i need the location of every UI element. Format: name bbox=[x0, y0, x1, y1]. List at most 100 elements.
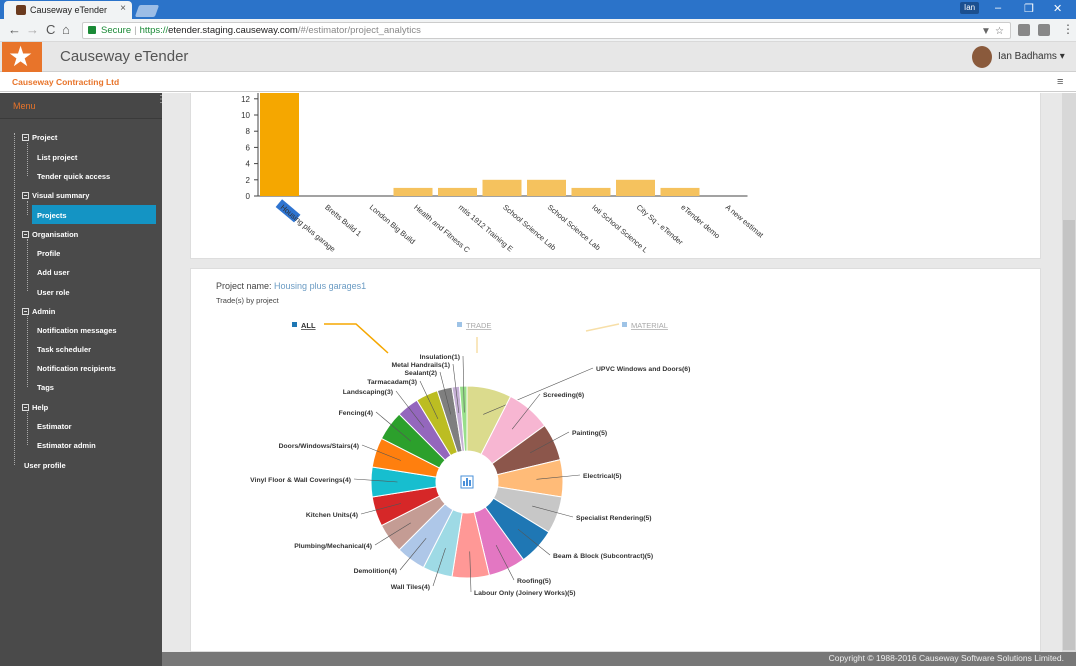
lock-icon bbox=[88, 26, 96, 34]
scrollbar-thumb[interactable] bbox=[1063, 220, 1075, 650]
sidebar-item-estimator-admin[interactable]: Estimator admin bbox=[37, 441, 96, 450]
sidebar-item-projects[interactable]: Projects bbox=[37, 211, 67, 220]
sidebar-item-user-profile[interactable]: User profile bbox=[24, 461, 66, 470]
slice-label: Fencing(4) bbox=[339, 410, 373, 417]
label-leader-line bbox=[462, 355, 465, 413]
legend-item-all[interactable]: ALL bbox=[301, 321, 316, 330]
close-window-icon[interactable]: ✕ bbox=[1053, 3, 1063, 15]
tab-close-icon[interactable]: × bbox=[120, 3, 126, 14]
star-icon: ★ bbox=[8, 41, 34, 72]
bar[interactable] bbox=[527, 179, 566, 196]
sidebar-item-task-scheduler[interactable]: Task scheduler bbox=[37, 345, 92, 354]
minimize-icon[interactable]: – bbox=[995, 2, 1002, 14]
collapse-icon[interactable] bbox=[22, 192, 29, 199]
legend-item-material[interactable]: MATERIAL bbox=[631, 321, 668, 330]
selected-label-highlight bbox=[275, 199, 301, 223]
sidebar-group-visual-summary[interactable]: Visual summary bbox=[22, 191, 89, 200]
new-tab-button[interactable] bbox=[134, 5, 160, 17]
bar[interactable] bbox=[616, 179, 655, 196]
slice-label: Electrical(5) bbox=[583, 473, 622, 480]
menu-header: Menu bbox=[0, 93, 162, 119]
sidebar-item-user-role[interactable]: User role bbox=[37, 288, 70, 297]
avatar[interactable] bbox=[972, 46, 992, 68]
tab-title: Causeway eTender bbox=[30, 5, 108, 15]
tree-line bbox=[27, 412, 28, 445]
browser-tab[interactable]: Causeway eTender × bbox=[4, 1, 132, 19]
browser-profile-badge[interactable]: Ian bbox=[960, 2, 980, 14]
slice-label: Specialist Rendering(5) bbox=[576, 515, 652, 522]
slice-label: Landscaping(3) bbox=[343, 389, 393, 396]
extension-icon[interactable] bbox=[1018, 24, 1030, 36]
slice-label: Beam & Block (Subcontract)(5) bbox=[553, 553, 653, 560]
back-icon[interactable]: ← bbox=[8, 22, 21, 37]
url-host: etender.staging.causeway.com bbox=[168, 25, 298, 36]
slice-label: Doors/Windows/Stairs(4) bbox=[279, 443, 359, 450]
causeway-logo[interactable]: ★ bbox=[2, 42, 42, 72]
address-bar[interactable]: Secure | https://etender.staging.causeway.… bbox=[82, 22, 1011, 39]
sidebar-group-admin[interactable]: Admin bbox=[22, 307, 55, 316]
bar[interactable] bbox=[482, 179, 522, 196]
browser-menu-icon[interactable]: ⋮ bbox=[1062, 22, 1074, 36]
bar[interactable] bbox=[571, 187, 611, 196]
home-icon[interactable]: ⌂ bbox=[62, 22, 70, 37]
slice-label: Insulation(1) bbox=[420, 354, 460, 361]
label-leader-line bbox=[536, 474, 581, 480]
browser-titlebar: Causeway eTender × Ian – ❐ ✕ bbox=[0, 0, 1076, 19]
x-tick-label[interactable]: A new estimat bbox=[724, 203, 766, 240]
project-name-value[interactable]: Housing plus garages1 bbox=[274, 281, 367, 291]
sidebar-item-tender-quick-access[interactable]: Tender quick access bbox=[37, 172, 111, 181]
collapse-icon[interactable] bbox=[22, 404, 29, 411]
slice-label: Screeding(6) bbox=[543, 392, 584, 399]
x-tick-label[interactable]: Bretts Build 1 bbox=[323, 203, 363, 239]
sidebar-item-add-user[interactable]: Add user bbox=[37, 268, 70, 277]
collapse-icon[interactable] bbox=[22, 231, 29, 238]
collapse-icon[interactable] bbox=[22, 308, 29, 315]
bar-chart-panel: 0 2 4 6 8 10 12 Housing plus garage Bretts Build… bbox=[190, 93, 1041, 259]
slice-label: Vinyl Floor & Wall Coverings(4) bbox=[250, 477, 351, 484]
slice-label: Metal Handrails(1) bbox=[391, 362, 450, 369]
sidebar-resize-handle[interactable]: ⋮ bbox=[156, 94, 166, 105]
sidebar-group-help[interactable]: Help bbox=[22, 403, 48, 412]
forward-icon[interactable]: → bbox=[26, 22, 39, 37]
url-scheme: https:// bbox=[139, 25, 169, 36]
label-leader-line bbox=[495, 544, 515, 581]
legend-item-trade[interactable]: TRADE bbox=[466, 321, 491, 330]
sidebar-item-tags[interactable]: Tags bbox=[37, 383, 54, 392]
trade-chart-panel: UPVC Windows and Doors(6) Screeding(6) Pai… bbox=[190, 268, 1041, 652]
bookmark-star-icon[interactable]: ☆ bbox=[995, 26, 1004, 37]
y-tick-label: 6 bbox=[246, 143, 251, 152]
sidebar-group-project[interactable]: Project bbox=[22, 133, 57, 142]
trades-donut-chart: UPVC Windows and Doors(6) Screeding(6) Pai… bbox=[250, 321, 690, 597]
bar[interactable] bbox=[393, 187, 433, 196]
chart-subtitle: Trade(s) by project bbox=[216, 296, 279, 305]
slice-label: Sealant(2) bbox=[405, 370, 437, 377]
restore-icon[interactable]: ❐ bbox=[1024, 3, 1034, 15]
sidebar-group-organisation[interactable]: Organisation bbox=[22, 230, 78, 239]
sidebar-item-notification-messages[interactable]: Notification messages bbox=[37, 326, 117, 335]
user-menu[interactable]: Ian Badhams ▾ bbox=[998, 51, 1065, 62]
extension-icon[interactable] bbox=[1038, 24, 1050, 36]
bar[interactable] bbox=[660, 187, 700, 196]
chart-icon bbox=[460, 475, 474, 489]
label-leader-line bbox=[353, 478, 398, 483]
slice-label: UPVC Windows and Doors(6) bbox=[596, 366, 690, 373]
collapse-icon[interactable] bbox=[22, 134, 29, 141]
sidebar-item-notification-recipients[interactable]: Notification recipients bbox=[37, 364, 116, 373]
tree-line bbox=[27, 201, 28, 215]
sidebar-item-estimator[interactable]: Estimator bbox=[37, 422, 72, 431]
donut-slice[interactable] bbox=[458, 385, 468, 452]
x-tick-label[interactable]: London Big Build bbox=[368, 203, 417, 246]
bar[interactable] bbox=[260, 93, 299, 196]
sidebar-item-list-project[interactable]: List project bbox=[37, 153, 78, 162]
bar[interactable] bbox=[438, 187, 477, 196]
reload-icon[interactable]: C bbox=[46, 22, 56, 37]
filter-icon[interactable]: ▼ bbox=[981, 26, 991, 37]
label-leader-line bbox=[529, 431, 570, 454]
hamburger-icon[interactable]: ≡ bbox=[1057, 76, 1064, 88]
tree-line bbox=[27, 143, 28, 176]
x-tick-label[interactable]: eTender demo bbox=[679, 203, 722, 241]
label-leader-line bbox=[469, 551, 472, 593]
secure-label: Secure bbox=[101, 25, 132, 36]
sidebar-item-profile[interactable]: Profile bbox=[37, 249, 61, 258]
